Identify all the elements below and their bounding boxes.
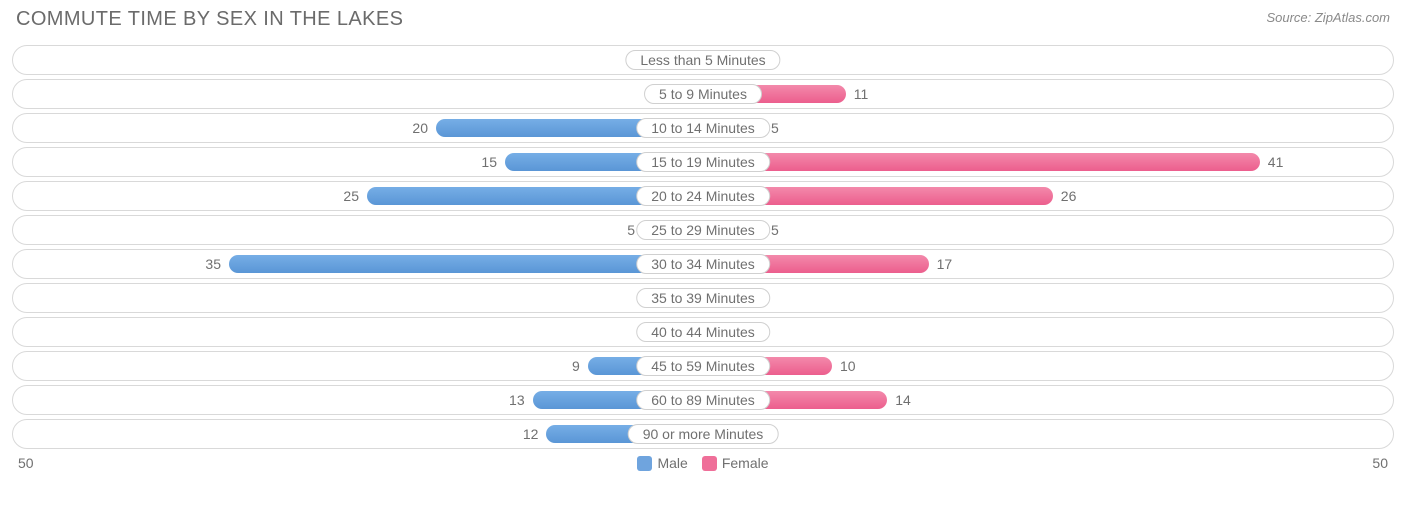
female-half: 41: [703, 148, 1393, 176]
category-label: 30 to 34 Minutes: [636, 254, 770, 274]
source-attribution: Source: ZipAtlas.com: [1266, 10, 1390, 25]
female-half: 3: [703, 318, 1393, 346]
category-label: 90 or more Minutes: [628, 424, 779, 444]
chart-row: 20 510 to 14 Minutes: [12, 113, 1394, 143]
female-value: 5: [771, 222, 779, 238]
category-label: 45 to 59 Minutes: [636, 356, 770, 376]
category-label: 20 to 24 Minutes: [636, 186, 770, 206]
axis-max-right: 50: [1372, 455, 1388, 471]
female-value: 5: [771, 120, 779, 136]
female-value: 14: [895, 392, 911, 408]
chart-footer: 50 Male Female 50: [12, 455, 1394, 471]
category-label: 40 to 44 Minutes: [636, 322, 770, 342]
female-half: 10: [703, 352, 1393, 380]
category-label: 35 to 39 Minutes: [636, 288, 770, 308]
chart-row: 3340 to 44 Minutes: [12, 317, 1394, 347]
chart-row: 23Less than 5 Minutes: [12, 45, 1394, 75]
female-value: 17: [937, 256, 953, 272]
female-value: 26: [1061, 188, 1077, 204]
chart-row: 5 525 to 29 Minutes: [12, 215, 1394, 245]
female-half: 3: [703, 46, 1393, 74]
legend: Male Female: [34, 455, 1373, 471]
male-value: 25: [343, 188, 359, 204]
female-half: 26: [703, 182, 1393, 210]
chart-row: 25 26 20 to 24 Minutes: [12, 181, 1394, 211]
male-half: 15: [13, 148, 703, 176]
female-half: 5: [703, 420, 1393, 448]
category-label: 10 to 14 Minutes: [636, 118, 770, 138]
female-value: 41: [1268, 154, 1284, 170]
chart-row: 15 41 15 to 19 Minutes: [12, 147, 1394, 177]
female-half: 17: [703, 250, 1393, 278]
chart-rows: 23Less than 5 Minutes2115 to 9 Minutes20…: [12, 45, 1394, 449]
male-half: 3: [13, 318, 703, 346]
chart-container: COMMUTE TIME BY SEX IN THE LAKES Source:…: [0, 0, 1406, 523]
female-swatch-icon: [702, 456, 717, 471]
legend-male-label: Male: [657, 455, 687, 471]
female-half: 1: [703, 284, 1393, 312]
category-label: 5 to 9 Minutes: [644, 84, 762, 104]
male-half: 25: [13, 182, 703, 210]
chart-row: 2 11 5 to 9 Minutes: [12, 79, 1394, 109]
male-half: 2: [13, 46, 703, 74]
header: COMMUTE TIME BY SEX IN THE LAKES Source:…: [12, 8, 1394, 31]
female-value: 11: [854, 86, 869, 102]
category-label: 15 to 19 Minutes: [636, 152, 770, 172]
male-value: 13: [509, 392, 525, 408]
male-value: 35: [205, 256, 221, 272]
male-half: 12: [13, 420, 703, 448]
male-half: 5: [13, 216, 703, 244]
chart-row: 35 17 30 to 34 Minutes: [12, 249, 1394, 279]
male-half: 20: [13, 114, 703, 142]
female-half: 14: [703, 386, 1393, 414]
category-label: Less than 5 Minutes: [625, 50, 780, 70]
female-half: 11: [703, 80, 1393, 108]
chart-row: 9 10 45 to 59 Minutes: [12, 351, 1394, 381]
male-half: 9: [13, 352, 703, 380]
female-half: 5: [703, 114, 1393, 142]
male-half: 2: [13, 284, 703, 312]
male-value: 5: [627, 222, 635, 238]
female-bar: [694, 153, 1260, 171]
axis-max-left: 50: [18, 455, 34, 471]
male-value: 9: [572, 358, 580, 374]
male-half: 2: [13, 80, 703, 108]
female-value: 10: [840, 358, 856, 374]
male-value: 15: [481, 154, 497, 170]
chart-title: COMMUTE TIME BY SEX IN THE LAKES: [16, 8, 403, 31]
chart-row: 2135 to 39 Minutes: [12, 283, 1394, 313]
category-label: 25 to 29 Minutes: [636, 220, 770, 240]
chart-row: 12 590 or more Minutes: [12, 419, 1394, 449]
male-swatch-icon: [637, 456, 652, 471]
chart-row: 13 14 60 to 89 Minutes: [12, 385, 1394, 415]
male-half: 13: [13, 386, 703, 414]
legend-item-female: Female: [702, 455, 769, 471]
category-label: 60 to 89 Minutes: [636, 390, 770, 410]
male-half: 35: [13, 250, 703, 278]
legend-female-label: Female: [722, 455, 769, 471]
female-half: 5: [703, 216, 1393, 244]
legend-item-male: Male: [637, 455, 687, 471]
male-value: 12: [523, 426, 539, 442]
male-value: 20: [412, 120, 428, 136]
